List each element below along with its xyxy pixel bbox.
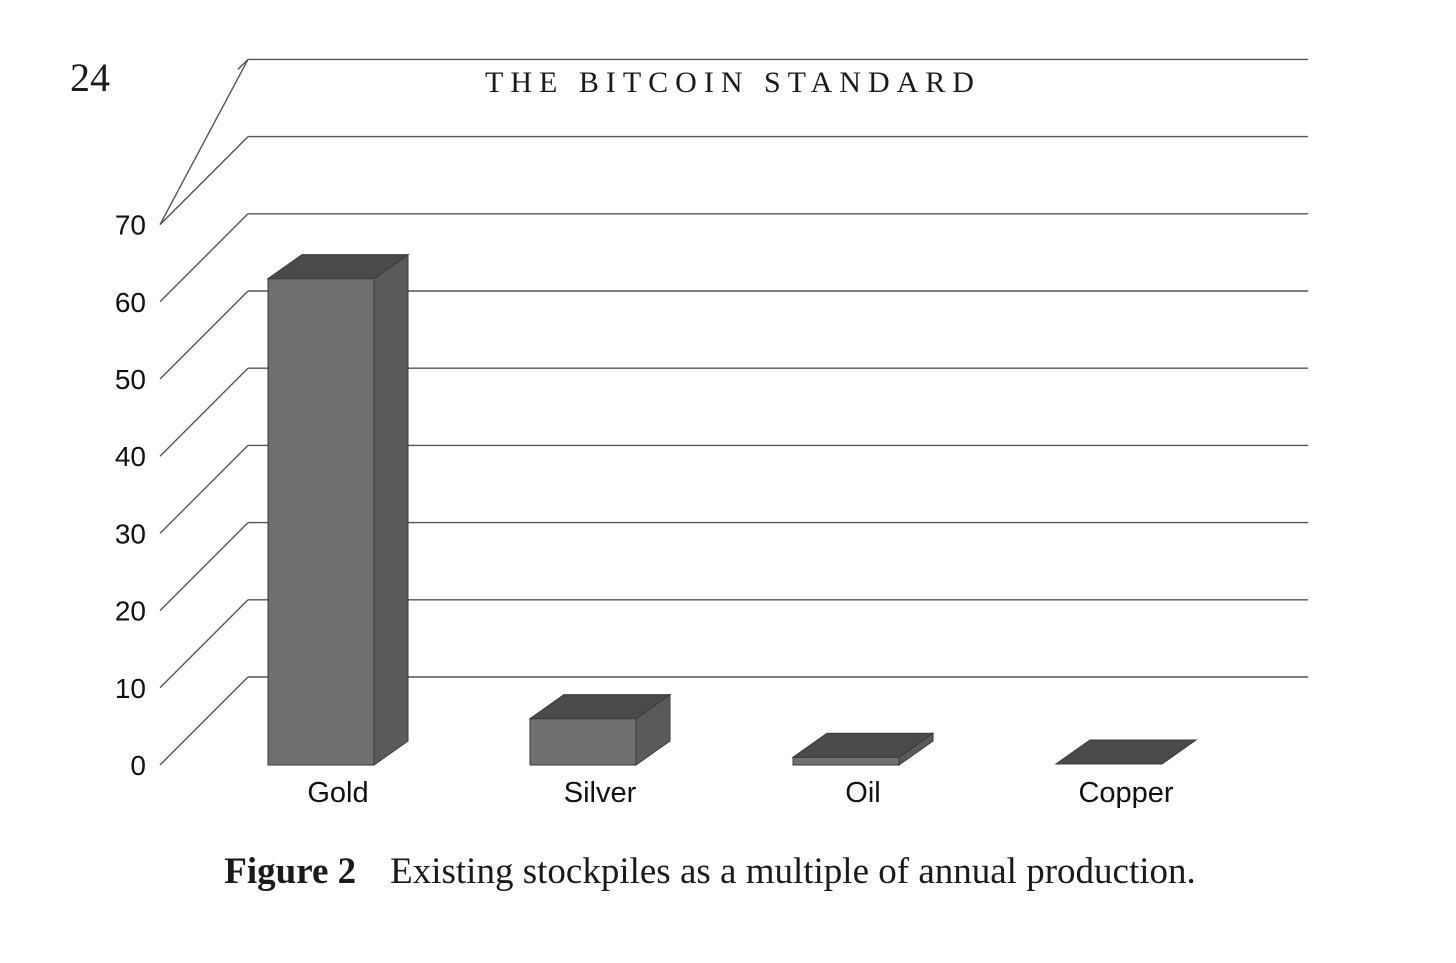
grid-diagonal <box>159 59 249 225</box>
figure-caption: Figure 2 Existing stockpiles as a multipl… <box>0 850 1420 894</box>
y-tick-label: 30 <box>115 518 146 549</box>
bar-top <box>528 694 672 720</box>
y-tick-label: 20 <box>115 596 146 627</box>
bar-copper <box>1054 739 1198 765</box>
y-tick-label: 50 <box>115 364 146 395</box>
grid-diagonal <box>159 599 249 689</box>
bar-top <box>791 732 935 758</box>
y-tick-label: 70 <box>115 210 146 241</box>
bar-front <box>529 718 637 766</box>
grid-diagonal <box>159 676 249 766</box>
y-tick-label: 60 <box>115 287 146 318</box>
figure-label: Figure 2 <box>224 851 357 892</box>
bar-oil <box>791 732 935 766</box>
x-category-label: Silver <box>564 777 637 809</box>
figure-caption-text: Existing stockpiles as a multiple of ann… <box>390 851 1196 892</box>
grid-diagonal <box>159 367 249 457</box>
bars <box>266 253 1198 766</box>
bar-front <box>792 756 900 766</box>
grid-diagonal <box>159 522 249 612</box>
x-category-label: Oil <box>845 777 880 809</box>
bar-top <box>266 254 410 280</box>
grid-diagonal <box>159 213 249 303</box>
y-tick-label: 40 <box>115 441 146 472</box>
grid-diagonal <box>159 136 249 226</box>
bar-chart: 0 10 20 30 40 50 60 70 Gold Silver Oil Copper <box>115 58 1308 809</box>
x-category-label: Gold <box>307 777 368 809</box>
grid-diagonal <box>159 290 249 380</box>
grid-diagonal <box>159 444 249 534</box>
page-number: 24 <box>70 55 110 100</box>
bar-silver <box>528 693 672 766</box>
x-category-label: Copper <box>1078 777 1173 809</box>
y-tick-label: 10 <box>115 673 146 704</box>
y-tick-label: 0 <box>130 750 146 781</box>
x-axis-category-labels: Gold Silver Oil Copper <box>307 777 1174 809</box>
bar-side <box>373 253 409 766</box>
grid-lines <box>159 58 1308 766</box>
running-head: THE BITCOIN STANDARD <box>485 66 981 99</box>
bar-gold <box>266 253 410 766</box>
bar-front <box>267 278 375 766</box>
bar-top <box>1054 739 1198 765</box>
y-axis-tick-labels: 0 10 20 30 40 50 60 70 <box>115 210 146 781</box>
